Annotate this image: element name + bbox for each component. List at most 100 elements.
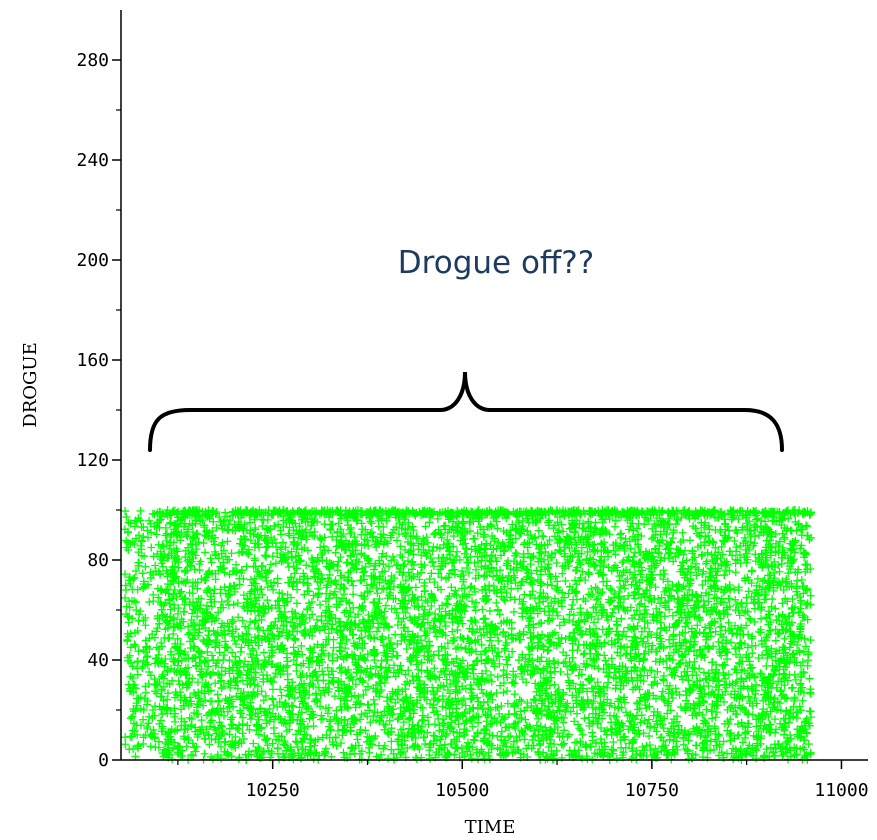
data-point	[509, 607, 518, 616]
data-point	[213, 669, 222, 678]
data-point	[285, 531, 294, 540]
data-point	[482, 655, 491, 664]
data-point	[580, 714, 589, 723]
data-point	[143, 652, 152, 661]
data-point	[784, 569, 793, 578]
data-point	[428, 547, 437, 556]
data-point	[545, 570, 554, 579]
data-point	[150, 510, 159, 519]
data-point	[736, 551, 745, 560]
data-point	[158, 710, 167, 719]
data-point	[643, 632, 652, 641]
data-point	[128, 673, 137, 682]
data-point	[367, 528, 376, 537]
data-point	[141, 613, 150, 622]
data-point	[711, 627, 720, 636]
data-point	[798, 683, 807, 692]
data-point	[744, 692, 753, 701]
data-point	[326, 589, 335, 598]
data-point	[609, 738, 618, 747]
data-point	[204, 730, 213, 739]
data-point	[128, 712, 137, 721]
data-point	[356, 576, 365, 585]
data-point	[180, 734, 189, 743]
data-point	[420, 651, 429, 660]
data-point	[568, 646, 577, 655]
data-point	[423, 538, 432, 547]
data-point	[136, 607, 145, 616]
data-point	[414, 612, 423, 621]
data-point	[515, 695, 524, 704]
data-point	[268, 685, 277, 694]
data-point	[805, 674, 814, 683]
data-point	[687, 627, 696, 636]
data-point	[592, 595, 601, 604]
data-point	[121, 610, 130, 619]
data-point	[428, 683, 437, 692]
data-point	[139, 715, 148, 724]
data-point	[685, 730, 694, 739]
data-point	[334, 726, 343, 735]
data-point	[594, 664, 603, 673]
data-point	[495, 659, 504, 668]
data-point	[137, 536, 146, 545]
data-point	[125, 603, 134, 612]
data-point	[141, 682, 150, 691]
data-point	[201, 548, 210, 557]
data-point	[330, 712, 339, 721]
data-point	[261, 573, 270, 582]
data-point	[606, 597, 615, 606]
data-point	[408, 720, 417, 729]
data-point	[452, 552, 461, 561]
data-point	[250, 574, 259, 583]
data-point	[396, 542, 405, 551]
data-point	[229, 617, 238, 626]
data-point	[412, 754, 421, 763]
data-point	[132, 517, 141, 526]
data-point	[141, 731, 150, 740]
data-point	[474, 718, 483, 727]
data-point	[398, 553, 407, 562]
data-point	[125, 651, 134, 660]
data-point	[126, 714, 135, 723]
data-point	[469, 534, 478, 543]
data-point	[660, 570, 669, 579]
data-point	[600, 638, 609, 647]
data-point	[396, 749, 405, 758]
data-point	[124, 528, 133, 537]
data-point	[227, 720, 236, 729]
data-point	[268, 695, 277, 704]
data-point	[641, 605, 650, 614]
data-point	[430, 578, 439, 587]
data-point	[591, 583, 600, 592]
data-point	[535, 634, 544, 643]
data-point	[123, 635, 132, 644]
data-point	[223, 537, 232, 546]
data-point	[801, 600, 810, 609]
data-point	[124, 546, 133, 555]
data-point	[427, 602, 436, 611]
data-point	[792, 714, 801, 723]
data-point	[624, 525, 633, 534]
data-point	[146, 742, 155, 751]
data-point	[576, 630, 585, 639]
data-point	[425, 575, 434, 584]
data-point	[121, 581, 130, 590]
data-point	[143, 724, 152, 733]
data-point	[486, 541, 495, 550]
data-point	[428, 558, 437, 567]
data-point	[459, 518, 468, 527]
data-point	[131, 642, 140, 651]
data-point	[217, 663, 226, 672]
data-point	[154, 593, 163, 602]
data-point	[746, 615, 755, 624]
data-point	[377, 585, 386, 594]
data-point	[771, 604, 780, 613]
data-point	[122, 536, 131, 545]
data-point	[285, 706, 294, 715]
data-point	[497, 551, 506, 560]
data-point	[192, 545, 201, 554]
data-point	[139, 739, 148, 748]
data-point	[252, 651, 261, 660]
